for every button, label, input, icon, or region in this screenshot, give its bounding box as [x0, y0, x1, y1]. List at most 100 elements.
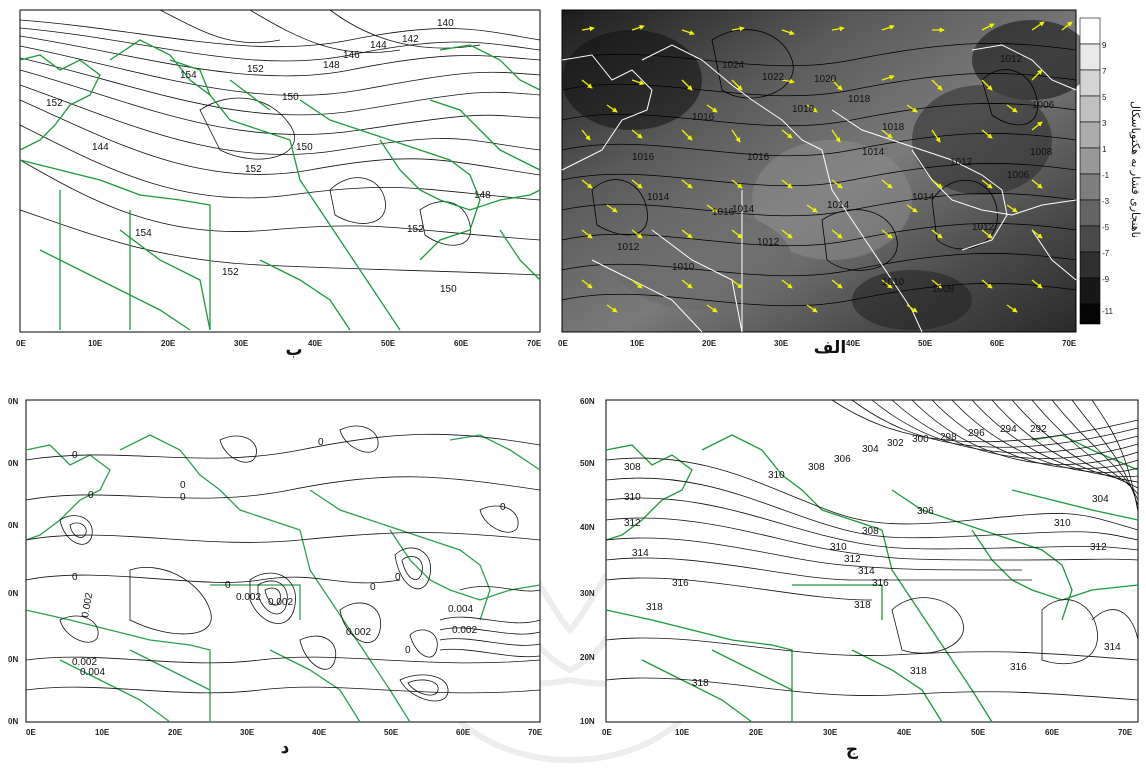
dal-clabel: 0: [500, 502, 506, 513]
jim-clabel: 306: [917, 506, 934, 517]
alef-clabel: 1008: [932, 284, 955, 295]
alef-xtick: 60E: [990, 339, 1005, 348]
dal-clabel: 0: [225, 580, 231, 591]
alef-clabel: 1018: [848, 94, 871, 105]
be-clabel: 152: [46, 98, 63, 109]
alef-xtick: 10E: [630, 339, 645, 348]
jim-ytick: 50N: [580, 459, 595, 468]
alef-xtick: 70E: [1062, 339, 1077, 348]
jim-clabel: 296: [968, 428, 985, 439]
jim-clabel: 304: [1092, 494, 1109, 505]
be-clabel: 144: [92, 142, 109, 153]
dal-clabel: 0: [88, 490, 94, 501]
cbar-tick: -11: [1102, 307, 1114, 316]
alef-clabel: 1022: [762, 72, 785, 83]
be-clabel: 148: [474, 190, 491, 201]
alef-xtick: 40E: [846, 339, 861, 348]
jim-clabel: 308: [808, 462, 825, 473]
jim-xtick: 20E: [749, 728, 764, 737]
panel-dal: 0 0 0 0 0.002 0.002 0.004 0 0 0 0.002 0.…: [0, 390, 560, 740]
cbar-tick: -3: [1102, 197, 1110, 206]
dal-xtick: 30E: [240, 728, 255, 737]
be-clabel: 154: [135, 228, 152, 239]
alef-xtick: 30E: [774, 339, 789, 348]
jim-clabel: 314: [858, 566, 875, 577]
jim-clabel: 312: [1090, 542, 1107, 553]
cbar-tick: -9: [1102, 275, 1110, 284]
alef-clabel: 1016: [712, 207, 735, 218]
cbar-tick: -7: [1102, 249, 1110, 258]
dal-ytick: 0N: [8, 717, 18, 726]
jim-clabel: 316: [1010, 662, 1027, 673]
alef-clabel: 1008: [1030, 147, 1053, 158]
alef-xtick: 20E: [702, 339, 717, 348]
dal-clabel: 0.002: [452, 625, 477, 636]
be-clabel: 148: [323, 60, 340, 71]
dal-clabel: 0.002: [72, 657, 97, 668]
dal-clabel: 0.004: [80, 667, 105, 678]
jim-clabel: 310: [624, 492, 641, 503]
dal-clabel: 0: [405, 645, 411, 656]
alef-clabel: 1006: [1032, 100, 1055, 111]
jim-xtick: 0E: [602, 728, 612, 737]
dal-clabel: 0.002: [236, 592, 261, 603]
dal-clabel: 0: [318, 437, 324, 448]
be-clabel: 150: [296, 142, 313, 153]
jim-clabel: 318: [854, 600, 871, 611]
be-xtick: 40E: [308, 339, 323, 348]
panel-dal-map: 0 0 0 0 0.002 0.002 0.004 0 0 0 0.002 0.…: [8, 397, 543, 737]
be-xtick: 20E: [161, 339, 176, 348]
jim-clabel: 306: [834, 454, 851, 465]
jim-ytick: 10N: [580, 717, 595, 726]
jim-clabel: 308: [862, 526, 879, 537]
alef-colorbar: 9 7 5 3 1 -1 -3 -5 -7 -9 -11: [1079, 17, 1114, 325]
cbar-tick: -1: [1102, 171, 1110, 180]
jim-clabel: 300: [912, 434, 929, 445]
jim-clabel: 314: [632, 548, 649, 559]
jim-clabel: 304: [862, 444, 879, 455]
be-clabel: 144: [370, 40, 387, 51]
jim-clabel: 302: [887, 438, 904, 449]
jim-ytick: 30N: [580, 589, 595, 598]
alef-clabel: 1014: [732, 204, 755, 215]
jim-y-ticks: 60N 50N 40N 30N 20N 10N: [580, 397, 595, 726]
alef-xtick: 50E: [918, 339, 933, 348]
caption-jim: ج: [845, 740, 859, 760]
dal-y-ticks: 0N 0N 0N 0N 0N 0N: [8, 397, 18, 726]
alef-clabel: 1024: [722, 60, 745, 71]
be-clabel: 152: [245, 164, 262, 175]
jim-clabel: 316: [672, 578, 689, 589]
be-xtick: 10E: [88, 339, 103, 348]
jim-xtick: 40E: [897, 728, 912, 737]
be-clabel: 154: [180, 70, 197, 81]
alef-clabel: 1018: [882, 122, 905, 133]
alef-wind-vectors: [581, 21, 1073, 313]
cbar-tick: 3: [1102, 119, 1107, 128]
jim-clabel: 308: [624, 462, 641, 473]
panel-be: 154 152 152 150 148 146 144 142 140 144 …: [0, 0, 552, 360]
dal-clabel: 0: [180, 492, 186, 503]
jim-clabel: 318: [692, 678, 709, 689]
jim-xtick: 70E: [1118, 728, 1133, 737]
jim-clabel: 312: [844, 554, 861, 565]
caption-alef: الف: [813, 338, 847, 358]
jim-clabel: 310: [768, 470, 785, 481]
cbar-tick: 9: [1102, 41, 1107, 50]
dal-xtick: 70E: [528, 728, 543, 737]
alef-clabel: 1012: [950, 157, 973, 168]
cbar-tick: -5: [1102, 223, 1110, 232]
alef-clabel: 1012: [1000, 54, 1023, 65]
dal-ytick: 0N: [8, 397, 18, 406]
jim-clabel: 318: [910, 666, 927, 677]
dal-xtick: 20E: [168, 728, 183, 737]
alef-contour-labels: 1024 1022 1020 1018 1016 1016 1014 1014 …: [617, 54, 1055, 295]
jim-clabel: 316: [872, 578, 889, 589]
dal-clabel: 0: [72, 450, 78, 461]
alef-clabel: 1012: [617, 242, 640, 253]
dal-xtick: 10E: [95, 728, 110, 737]
panel-be-map: 154 152 152 150 148 146 144 142 140 144 …: [16, 9, 542, 348]
be-contour-labels: 154 152 152 150 148 146 144 142 140 144 …: [46, 18, 491, 295]
dal-xtick: 60E: [456, 728, 471, 737]
be-clabel: 150: [440, 284, 457, 295]
jim-xtick: 50E: [971, 728, 986, 737]
